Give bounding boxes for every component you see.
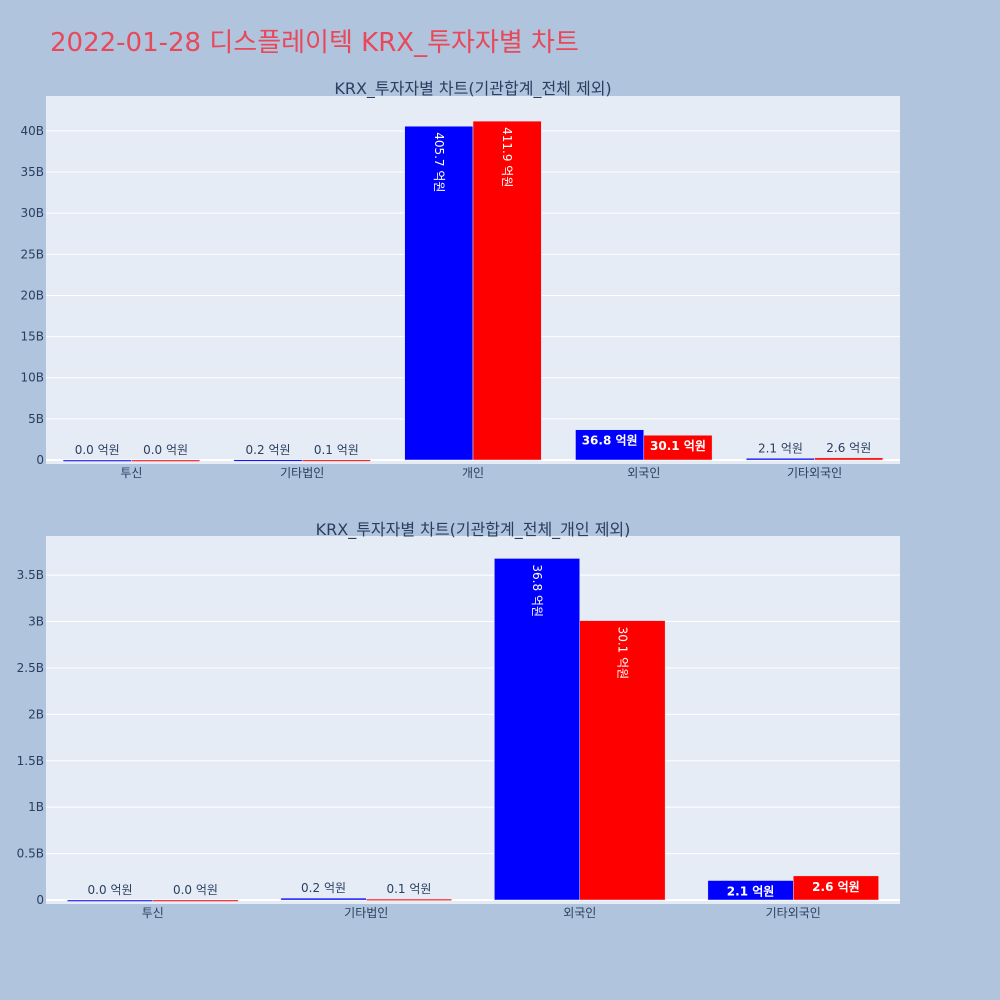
data-label: 0.1 억원 <box>386 882 431 896</box>
bar <box>579 620 666 901</box>
bar <box>814 457 884 461</box>
y-tick-label: 0.5B <box>17 847 44 861</box>
x-tick-label: 기타외국인 <box>766 906 821 920</box>
x-tick-label: 외국인 <box>627 466 660 480</box>
y-tick-label: 1.5B <box>17 754 44 768</box>
y-tick-label: 25B <box>20 247 44 261</box>
chart-title: KRX_투자자별 차트(기관합계_전체 제외) <box>334 79 611 99</box>
bar <box>233 459 303 462</box>
data-label: 0.2 억원 <box>246 443 291 457</box>
y-tick-label: 30B <box>20 206 44 220</box>
bar <box>746 458 815 461</box>
y-tick-label: 40B <box>20 124 44 138</box>
page-title: 2022-01-28 디스플레이텍 KRX_투자자별 차트 <box>50 28 579 58</box>
data-label: 405.7 억원 <box>432 132 446 192</box>
bar <box>366 898 452 901</box>
x-tick-label: 외국인 <box>563 906 596 920</box>
bar <box>301 459 371 462</box>
y-tick-label: 10B <box>20 371 44 385</box>
data-label: 0.2 억원 <box>301 881 346 895</box>
y-tick-label: 2.5B <box>17 661 44 675</box>
data-label: 30.1 억원 <box>615 627 629 680</box>
data-label: 2.6 억원 <box>812 880 860 894</box>
data-label: 36.8 억원 <box>582 434 638 448</box>
y-tick-label: 0 <box>36 453 44 467</box>
bar <box>131 459 200 462</box>
y-tick-label: 3B <box>28 615 44 629</box>
y-tick-label: 5B <box>28 412 44 426</box>
bar <box>643 434 713 461</box>
bar <box>793 875 879 901</box>
x-tick-label: 투신 <box>142 906 164 920</box>
bar <box>472 120 542 461</box>
y-tick-label: 0 <box>36 893 44 907</box>
y-tick-label: 2B <box>28 707 44 721</box>
data-label: 0.0 억원 <box>173 883 218 897</box>
plot-area <box>46 536 900 904</box>
data-label: 2.6 억원 <box>826 441 871 455</box>
x-tick-label: 투신 <box>120 466 142 480</box>
data-label: 0.0 억원 <box>88 883 133 897</box>
bar <box>152 899 239 902</box>
bar <box>67 899 153 902</box>
data-label: 36.8 억원 <box>530 564 544 617</box>
bar <box>280 897 367 901</box>
y-tick-label: 15B <box>20 330 44 344</box>
x-tick-label: 기타법인 <box>280 466 324 480</box>
x-tick-label: 기타외국인 <box>787 466 842 480</box>
y-tick-label: 20B <box>20 288 44 302</box>
bar <box>404 125 474 461</box>
bar <box>575 429 645 461</box>
chart-title: KRX_투자자별 차트(기관합계_전체_개인 제외) <box>316 520 631 540</box>
y-tick-label: 1B <box>28 800 44 814</box>
data-label: 0.0 억원 <box>143 443 188 457</box>
data-label: 0.1 억원 <box>314 443 359 457</box>
data-label: 411.9 억원 <box>500 127 514 187</box>
data-label: 2.1 억원 <box>758 441 803 455</box>
data-label: 2.1 억원 <box>727 885 775 899</box>
x-tick-label: 개인 <box>462 466 484 480</box>
data-label: 30.1 억원 <box>650 439 706 453</box>
bar <box>62 459 132 462</box>
data-label: 0.0 억원 <box>75 443 120 457</box>
bar <box>494 558 581 901</box>
y-tick-label: 3.5B <box>17 568 44 582</box>
x-tick-label: 기타법인 <box>344 906 388 920</box>
y-tick-label: 35B <box>20 165 44 179</box>
